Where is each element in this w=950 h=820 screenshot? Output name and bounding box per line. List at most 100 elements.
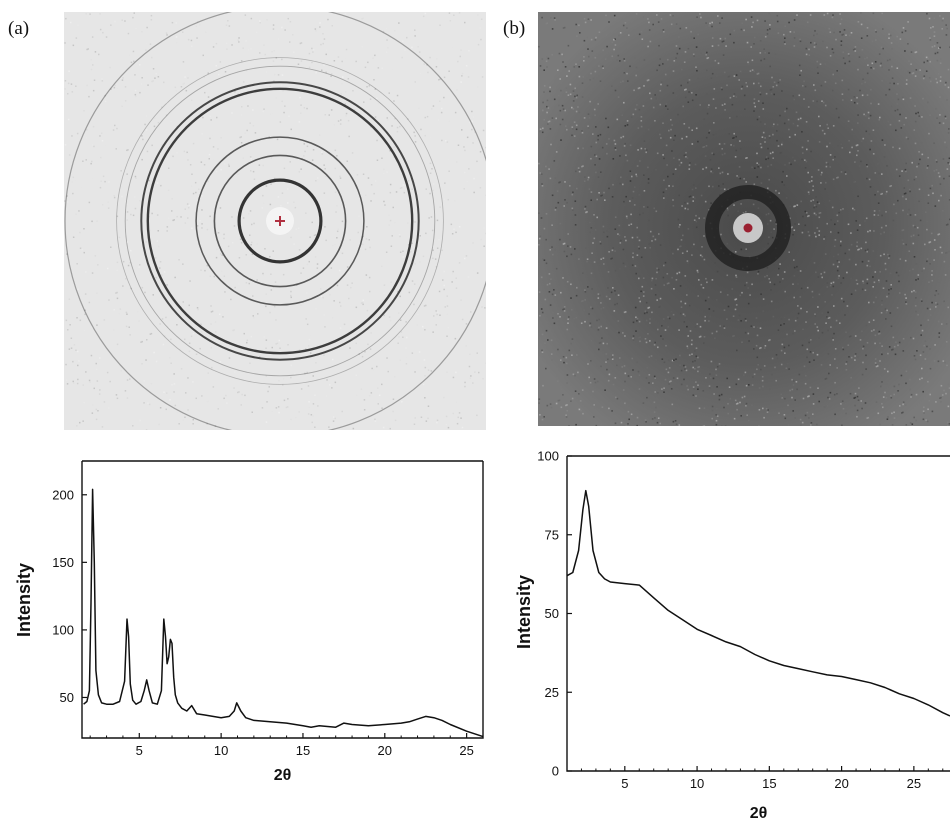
noise-dot <box>91 272 94 274</box>
noise-dot <box>717 62 720 65</box>
noise-dot <box>120 61 123 64</box>
noise-dot <box>823 14 826 16</box>
noise-dot <box>695 395 697 397</box>
noise-dot <box>211 366 213 369</box>
noise-dot <box>929 60 931 63</box>
noise-dot <box>642 212 644 214</box>
noise-dot <box>731 288 734 290</box>
noise-dot <box>929 263 931 265</box>
noise-dot <box>897 390 899 392</box>
noise-dot <box>313 234 316 237</box>
noise-dot <box>382 426 385 429</box>
noise-dot <box>227 163 230 166</box>
noise-dot <box>860 221 863 224</box>
noise-dot <box>677 113 679 116</box>
noise-dot <box>654 294 657 296</box>
noise-dot <box>482 129 485 132</box>
noise-dot <box>624 142 626 145</box>
noise-dot <box>624 236 626 238</box>
noise-dot <box>565 91 568 93</box>
noise-dot <box>914 214 917 216</box>
noise-dot <box>594 154 596 156</box>
noise-dot <box>787 404 789 407</box>
noise-dot <box>691 254 693 256</box>
noise-dot <box>695 46 698 48</box>
noise-dot <box>434 48 437 50</box>
noise-dot <box>759 143 762 145</box>
noise-dot <box>631 357 634 360</box>
noise-dot <box>833 245 836 247</box>
noise-dot <box>567 318 569 320</box>
noise-dot <box>878 53 881 55</box>
noise-dot <box>557 69 559 71</box>
noise-dot <box>926 228 928 231</box>
noise-dot <box>709 34 712 36</box>
noise-dot <box>891 349 893 351</box>
noise-dot <box>231 132 234 134</box>
noise-dot <box>947 86 950 89</box>
noise-dot <box>445 304 447 306</box>
noise-dot <box>432 189 434 192</box>
noise-dot <box>65 379 68 381</box>
noise-dot <box>942 17 944 20</box>
noise-dot <box>393 30 396 32</box>
noise-dot <box>176 215 178 218</box>
noise-dot <box>643 59 646 61</box>
noise-dot <box>364 350 366 353</box>
noise-dot <box>258 356 261 358</box>
noise-dot <box>827 127 829 129</box>
noise-dot <box>850 232 852 234</box>
noise-dot <box>873 210 876 212</box>
noise-dot <box>601 194 603 197</box>
noise-dot <box>571 193 574 196</box>
noise-dot <box>630 116 633 118</box>
noise-dot <box>272 24 275 26</box>
noise-dot <box>568 70 570 72</box>
noise-dot <box>872 319 875 321</box>
noise-dot <box>538 244 540 246</box>
noise-dot <box>389 333 392 336</box>
noise-dot <box>551 54 554 56</box>
noise-dot <box>145 49 147 51</box>
noise-dot <box>856 241 858 244</box>
noise-dot <box>666 84 669 87</box>
noise-dot <box>894 353 897 356</box>
noise-dot <box>406 336 408 339</box>
noise-dot <box>480 238 482 241</box>
noise-dot <box>745 211 747 213</box>
noise-dot <box>557 380 559 382</box>
noise-dot <box>76 382 79 385</box>
noise-dot <box>394 419 397 422</box>
noise-dot <box>317 405 319 407</box>
noise-dot <box>214 425 217 427</box>
noise-dot <box>850 335 852 337</box>
noise-dot <box>218 73 220 76</box>
noise-dot <box>479 151 482 153</box>
noise-dot <box>755 317 758 319</box>
noise-dot <box>792 384 795 386</box>
noise-dot <box>934 205 937 207</box>
noise-dot <box>596 262 599 264</box>
noise-dot <box>640 147 643 150</box>
noise-dot <box>845 34 847 36</box>
noise-dot <box>868 178 871 181</box>
noise-dot <box>418 351 421 353</box>
noise-dot <box>545 213 548 215</box>
noise-dot <box>210 347 213 349</box>
noise-dot <box>624 156 627 159</box>
noise-dot <box>686 250 688 253</box>
noise-dot <box>888 289 890 291</box>
noise-dot <box>935 50 937 53</box>
noise-dot <box>910 393 913 396</box>
noise-dot <box>926 12 928 15</box>
noise-dot <box>902 401 905 403</box>
noise-dot <box>439 100 441 103</box>
noise-dot <box>185 71 188 74</box>
noise-dot <box>151 212 153 215</box>
noise-dot <box>452 270 454 273</box>
noise-dot <box>129 414 131 416</box>
noise-dot <box>561 53 563 56</box>
noise-dot <box>637 87 640 90</box>
noise-dot <box>597 103 599 105</box>
noise-dot <box>188 204 190 207</box>
